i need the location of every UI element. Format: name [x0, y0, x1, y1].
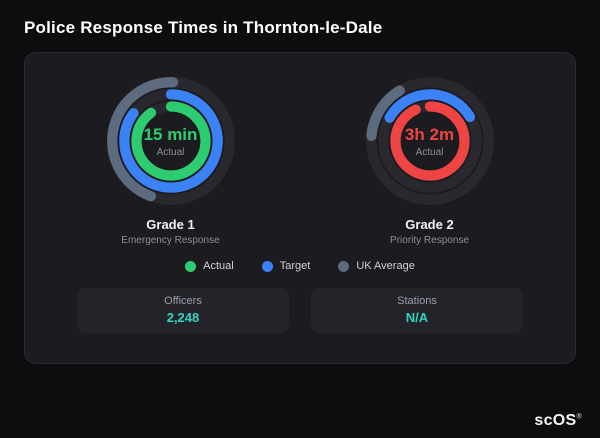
- gauge-grade-1: 15 min Actual Grade 1 Emergency Response: [51, 67, 291, 246]
- gauge-grade-1-rings: [106, 77, 235, 205]
- gauges-row: 15 min Actual Grade 1 Emergency Response…: [41, 67, 559, 246]
- gauge-grade-2-chart: 3h 2m Actual: [360, 71, 500, 211]
- gauge-grade-2: 3h 2m Actual Grade 2 Priority Response: [310, 67, 550, 246]
- stat-stations: Stations N/A: [311, 288, 523, 333]
- chart-legend: Actual Target UK Average: [41, 260, 559, 272]
- brand-logo: scOS®: [534, 412, 582, 430]
- stats-row: Officers 2,248 Stations N/A: [41, 288, 559, 333]
- stat-officers-value: 2,248: [166, 310, 200, 325]
- gauge-grade-2-subtitle: Priority Response: [390, 235, 469, 246]
- legend-item-uk-average: UK Average: [338, 260, 415, 272]
- gauge-grade-1-title: Grade 1: [146, 217, 195, 232]
- gauge-grade-2-rings: [365, 77, 494, 205]
- stat-officers: Officers 2,248: [77, 288, 289, 333]
- response-times-card: 15 min Actual Grade 1 Emergency Response…: [24, 52, 576, 364]
- gauge-grade-2-title: Grade 2: [405, 217, 454, 232]
- legend-dot-actual: [185, 260, 197, 272]
- legend-item-actual: Actual: [185, 260, 234, 272]
- gauge-grade-1-subtitle: Emergency Response: [121, 235, 220, 246]
- legend-label-target: Target: [279, 260, 311, 272]
- legend-label-uk-average: UK Average: [356, 260, 415, 272]
- stat-stations-label: Stations: [397, 295, 437, 307]
- legend-label-actual: Actual: [203, 260, 234, 272]
- stat-officers-label: Officers: [164, 295, 202, 307]
- brand-text: scOS: [534, 412, 577, 429]
- page-title: Police Response Times in Thornton-le-Dal…: [24, 18, 383, 37]
- legend-dot-uk-average: [338, 260, 350, 272]
- registered-mark: ®: [576, 413, 582, 421]
- legend-item-target: Target: [261, 260, 311, 272]
- stat-stations-value: N/A: [405, 310, 429, 325]
- legend-dot-target: [261, 260, 273, 272]
- gauge-grade-1-chart: 15 min Actual: [101, 71, 241, 211]
